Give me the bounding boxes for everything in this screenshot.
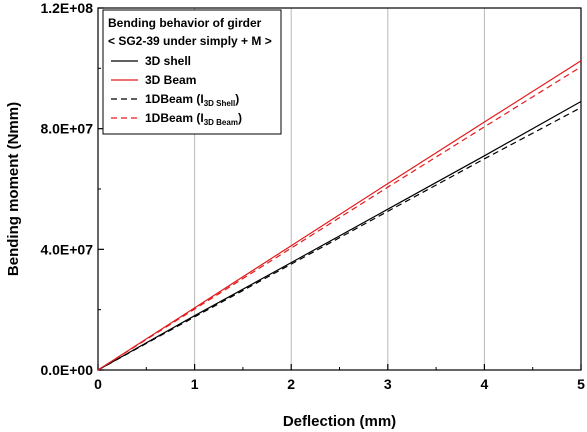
legend-label: 1DBeam (I3D Beam) [145, 111, 242, 127]
x-axis-title: Deflection (mm) [283, 413, 396, 430]
legend-box [102, 9, 282, 135]
y-tick-label: 8.0E+07 [40, 121, 93, 137]
x-tick-label: 0 [94, 376, 102, 392]
y-tick-label: 4.0E+07 [40, 241, 93, 257]
x-tick-label: 2 [287, 376, 295, 392]
legend: Bending behavior of girder < SG2-39 unde… [102, 9, 282, 135]
series-line [97, 60, 582, 371]
y-axis-title: Bending moment (Nmm) [5, 102, 22, 276]
x-tick-label: 5 [577, 376, 585, 392]
x-tick-label: 4 [481, 376, 489, 392]
legend-title-line1: Bending behavior of girder [108, 16, 262, 30]
legend-entries: 3D shell 3D Beam 1DBeam (I3D Shell) 1DBeam … [111, 54, 242, 127]
legend-label: 3D Beam [145, 73, 196, 87]
x-tick-label: 3 [384, 376, 392, 392]
series-line [97, 66, 582, 371]
legend-label: 3D shell [145, 54, 191, 68]
axis-ticks: 0 1 2 3 4 5 0.0E+00 4.0E+07 8.0E+07 1.2E+08 [40, 0, 585, 392]
legend-title-line2: < SG2-39 under simply + M > [108, 34, 272, 48]
series-lines [97, 60, 582, 371]
series-line [97, 100, 582, 371]
y-tick-label: 0.0E+00 [40, 362, 93, 378]
series-line [97, 107, 582, 371]
y-tick-label: 1.2E+08 [40, 0, 93, 16]
legend-label: 1DBeam (I3D Shell) [145, 92, 239, 108]
x-tick-label: 1 [191, 376, 199, 392]
